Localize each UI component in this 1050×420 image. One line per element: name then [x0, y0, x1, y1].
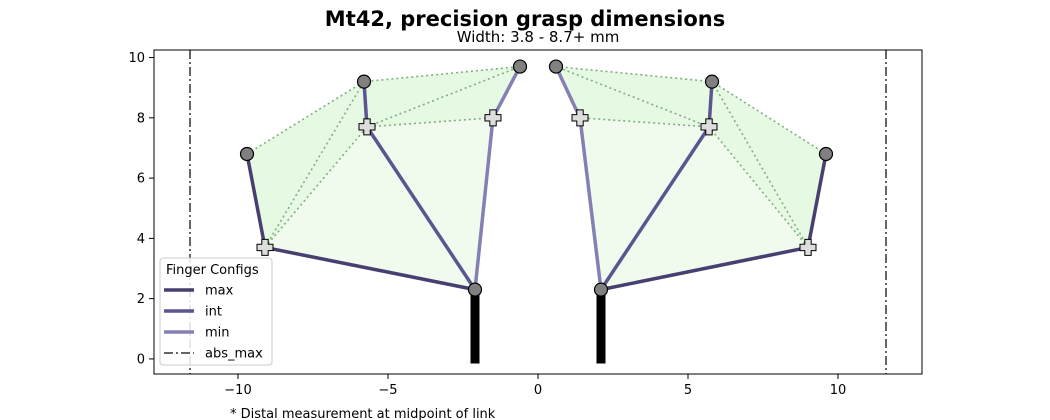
legend-title: Finger Configs	[166, 263, 259, 278]
base-joint-marker-1	[593, 282, 609, 297]
joint-marker-int-left	[358, 118, 376, 136]
x-tick-label: 0	[534, 383, 542, 398]
diag-outline-right	[711, 81, 809, 248]
y-tick-label: 6	[137, 172, 145, 187]
tip-outline-left	[246, 65, 521, 155]
joint-marker-min-left	[484, 109, 502, 127]
joint-marker-max-left	[256, 238, 274, 256]
plot-area: −10 −5 0 5 10 0 2 4 6 8 10	[128, 49, 923, 398]
y-tick-label: 2	[137, 292, 145, 307]
legend-label-int: int	[205, 305, 222, 320]
joint-marker-int-right	[700, 118, 718, 136]
base-joint-marker-0	[467, 282, 483, 297]
x-tick-label: 5	[684, 383, 692, 398]
legend: Finger Configs max int min abs_max	[159, 257, 273, 366]
y-tick-label: 4	[137, 232, 145, 247]
joint-marker-min-right	[571, 109, 589, 127]
proximal-region-left	[265, 117, 493, 290]
diag-outline-left	[264, 81, 365, 248]
tip-marker-min-left	[512, 59, 528, 74]
footnote: * Distal measurement at midpoint of link	[230, 407, 496, 420]
plot-content	[189, 50, 887, 374]
legend-box	[159, 257, 273, 366]
joint-marker-max-right	[799, 238, 817, 256]
distal-region-right	[556, 66, 826, 248]
chart-subtitle: Width: 3.8 - 8.7+ mm	[457, 28, 620, 46]
tip-marker-min-right	[548, 59, 564, 74]
x-tick-label: −10	[224, 383, 251, 398]
tip-marker-max-right	[818, 146, 834, 162]
x-tick-label: 10	[830, 383, 847, 398]
y-tick-label: 0	[137, 352, 145, 367]
proximal-region-right	[580, 117, 808, 290]
legend-label-min: min	[205, 326, 230, 341]
y-tick-label: 10	[128, 51, 145, 66]
legend-label-abs_max: abs_max	[205, 347, 263, 362]
tip-marker-int-left	[356, 74, 372, 89]
tip-marker-int-right	[704, 74, 720, 89]
legend-label-max: max	[205, 284, 234, 299]
y-tick-label: 8	[137, 111, 145, 126]
x-tick-label: −5	[378, 383, 397, 398]
chart-title: Mt42, precision grasp dimensions	[325, 7, 725, 31]
tip-marker-max-left	[239, 146, 255, 162]
